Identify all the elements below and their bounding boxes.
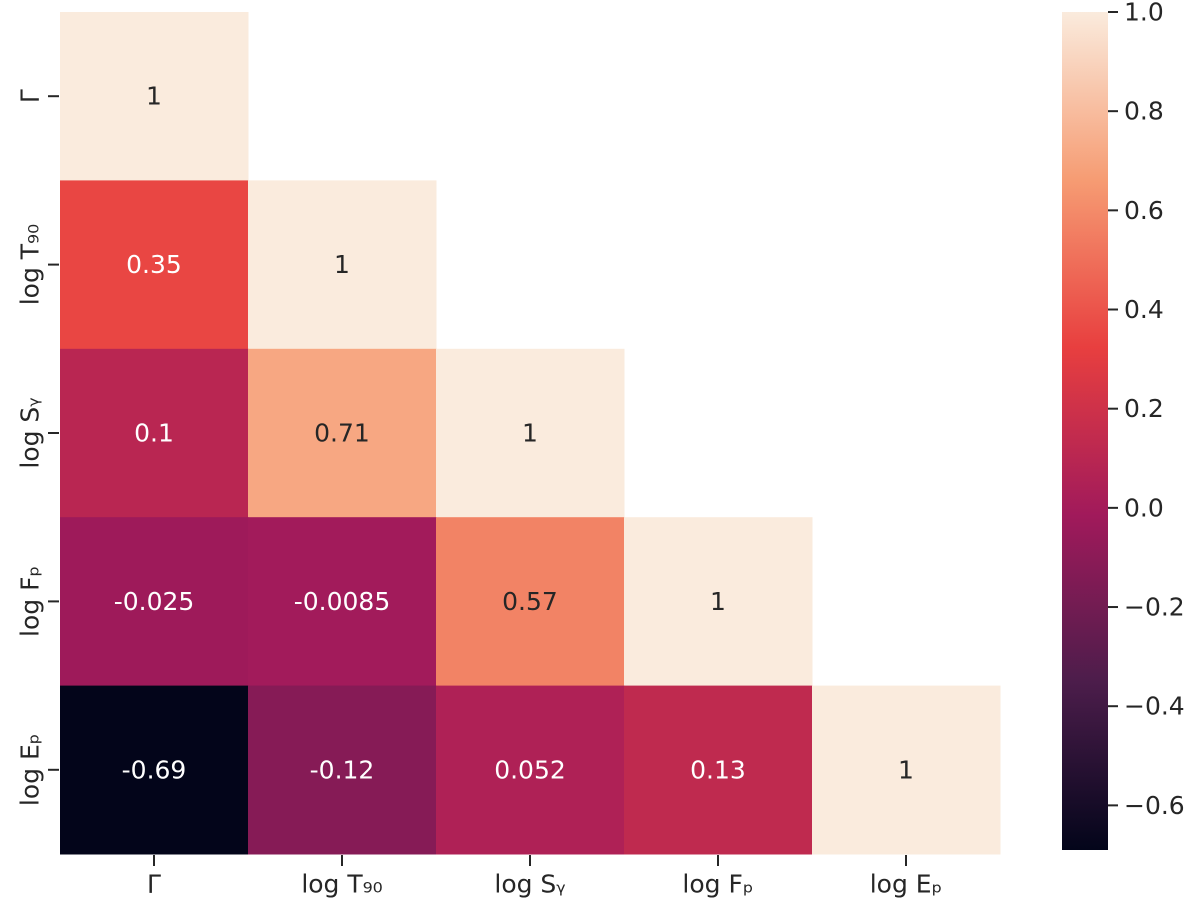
heatmap-cell-r1-c1 [248, 180, 437, 350]
y-axis-tick-label: log Eₚ [16, 734, 45, 807]
colorbar-tick-label: 0.6 [1124, 196, 1164, 225]
colorbar-gradient [1062, 12, 1108, 850]
cell-value-label: 0.57 [502, 587, 558, 616]
cell-value-label: 0.71 [314, 419, 370, 448]
cell-value-label: 0.052 [494, 755, 566, 784]
heatmap-cells [60, 12, 1001, 855]
colorbar-tick-label: 0.8 [1124, 97, 1164, 126]
colorbar-tick-label: 0.0 [1124, 493, 1164, 522]
x-axis-tick-label: log Eₚ [870, 870, 943, 899]
y-axis-tick-label: Γ [16, 89, 45, 103]
heatmap-cell-r3-c3 [624, 517, 813, 687]
y-axis-tick-label: log Fₚ [16, 566, 45, 637]
cell-value-label: 1 [710, 587, 726, 616]
heatmap-cell-labels: 1 0.35 1 0.1 0.71 1 -0.025 -0.0085 0.57 1 -0.69 -0.… [114, 82, 914, 785]
cell-value-label: 0.35 [126, 250, 182, 279]
heatmap-cell-r4-c3 [624, 685, 813, 855]
heatmap-cell-r4-c2 [436, 685, 625, 855]
cell-value-label: 0.13 [690, 755, 746, 784]
cell-value-label: 1 [334, 250, 350, 279]
cell-value-label: -0.0085 [294, 587, 391, 616]
x-axis-tick-label: Γ [147, 870, 161, 899]
heatmap-cell-r3-c2 [436, 517, 625, 687]
heatmap-cell-r3-c1 [248, 517, 437, 687]
x-axis-tick-label: log T₉₀ [301, 870, 382, 899]
heatmap-cell-r1-c0 [60, 180, 249, 350]
colorbar-tick-label: 0.4 [1124, 295, 1164, 324]
heatmap-cell-r0-c0 [60, 12, 249, 181]
colorbar: 1.0 0.8 0.6 0.4 0.2 0.0 −0.2 −0.4 −0.6 [1062, 0, 1185, 850]
cell-value-label: 1 [898, 755, 914, 784]
heatmap-cell-r3-c0 [60, 517, 249, 687]
cell-value-label: -0.69 [122, 755, 187, 784]
cell-value-label: 1 [146, 82, 162, 111]
heatmap-cell-r4-c0 [60, 685, 249, 855]
cell-value-label: -0.025 [114, 587, 195, 616]
x-axis-tick-label: log Fₚ [682, 870, 753, 899]
y-axis-tick-label: log Sᵧ [16, 397, 45, 468]
heatmap-cell-r2-c0 [60, 348, 249, 518]
cell-value-label: 0.1 [134, 419, 174, 448]
heatmap-cell-r2-c1 [248, 348, 437, 518]
y-axis-tick-label: log T₉₀ [16, 224, 45, 305]
x-axis-tick-label: log Sᵧ [494, 870, 565, 899]
colorbar-tick-label: −0.6 [1124, 791, 1185, 820]
colorbar-tick-label: 0.2 [1124, 394, 1164, 423]
colorbar-tick-label: −0.4 [1124, 692, 1185, 721]
heatmap-cell-r2-c2 [436, 348, 625, 518]
cell-value-label: 1 [522, 419, 538, 448]
heatmap-cell-r4-c1 [248, 685, 437, 855]
colorbar-tick-label: −0.2 [1124, 593, 1185, 622]
heatmap-cell-r4-c4 [812, 685, 1001, 855]
colorbar-tick-label: 1.0 [1124, 0, 1164, 27]
cell-value-label: -0.12 [310, 755, 375, 784]
